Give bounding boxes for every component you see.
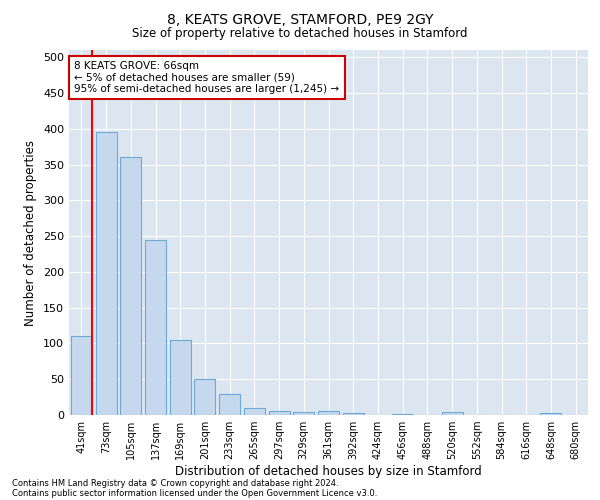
Bar bbox=[71, 336, 92, 415]
Bar bbox=[343, 413, 364, 415]
Bar bbox=[269, 410, 290, 415]
Bar bbox=[170, 340, 191, 415]
Text: Contains public sector information licensed under the Open Government Licence v3: Contains public sector information licen… bbox=[12, 488, 377, 498]
X-axis label: Distribution of detached houses by size in Stamford: Distribution of detached houses by size … bbox=[175, 465, 482, 478]
Text: 8 KEATS GROVE: 66sqm
← 5% of detached houses are smaller (59)
95% of semi-detach: 8 KEATS GROVE: 66sqm ← 5% of detached ho… bbox=[74, 61, 340, 94]
Bar bbox=[194, 379, 215, 415]
Bar bbox=[145, 240, 166, 415]
Bar bbox=[219, 394, 240, 415]
Bar bbox=[244, 408, 265, 415]
Bar bbox=[442, 412, 463, 415]
Bar bbox=[541, 413, 562, 415]
Text: Contains HM Land Registry data © Crown copyright and database right 2024.: Contains HM Land Registry data © Crown c… bbox=[12, 478, 338, 488]
Text: 8, KEATS GROVE, STAMFORD, PE9 2GY: 8, KEATS GROVE, STAMFORD, PE9 2GY bbox=[167, 12, 433, 26]
Bar bbox=[120, 158, 141, 415]
Text: Size of property relative to detached houses in Stamford: Size of property relative to detached ho… bbox=[132, 28, 468, 40]
Y-axis label: Number of detached properties: Number of detached properties bbox=[25, 140, 37, 326]
Bar bbox=[392, 414, 413, 415]
Bar bbox=[318, 412, 339, 415]
Bar bbox=[293, 412, 314, 415]
Bar bbox=[95, 132, 116, 415]
